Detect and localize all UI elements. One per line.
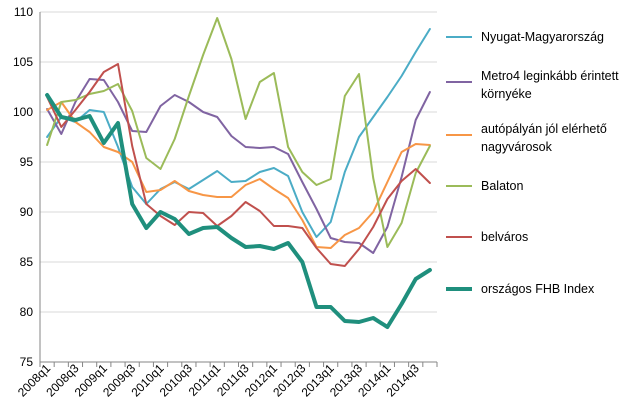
x-axis-tick-labels: 2008q12008q32009q12009q32010q12010q32011… (15, 361, 422, 399)
legend-label-5: országos FHB Index (481, 282, 595, 296)
y-tick-label: 105 (13, 55, 33, 69)
y-tick-label: 95 (20, 155, 34, 169)
gridlines (40, 11, 437, 313)
y-tick-label: 90 (20, 205, 34, 219)
legend-label-2: autópályán jól elérhető (481, 122, 607, 136)
y-tick-label: 80 (20, 305, 34, 319)
axes (39, 12, 438, 367)
series-line-3 (46, 17, 431, 248)
y-tick-label: 110 (14, 5, 33, 19)
series-line-0 (46, 28, 431, 238)
series-line-1 (46, 78, 431, 254)
y-tick-label: 100 (13, 105, 33, 119)
y-tick-label: 75 (20, 355, 34, 369)
series-lines (45, 17, 432, 329)
y-tick-label: 85 (20, 255, 34, 269)
legend-label-2: nagyvárosok (481, 140, 553, 154)
legend-label-0: Nyugat-Magyarország (481, 30, 604, 44)
legend-label-1: Metro4 leginkább érintett (481, 69, 619, 83)
legend: Nyugat-Magyarország Metro4 leginkább érin… (446, 30, 619, 296)
legend-label-1: környéke (481, 87, 532, 101)
y-axis-tick-labels: 75 80 85 90 95 100 105 110 (13, 5, 33, 369)
series-line-2 (46, 101, 431, 249)
series-line-5 (45, 93, 432, 329)
series-line-4 (46, 63, 431, 267)
x-tick-label: 2014q3 (384, 361, 422, 399)
legend-label-4: belváros (481, 230, 528, 244)
legend-label-3: Balaton (481, 179, 523, 193)
